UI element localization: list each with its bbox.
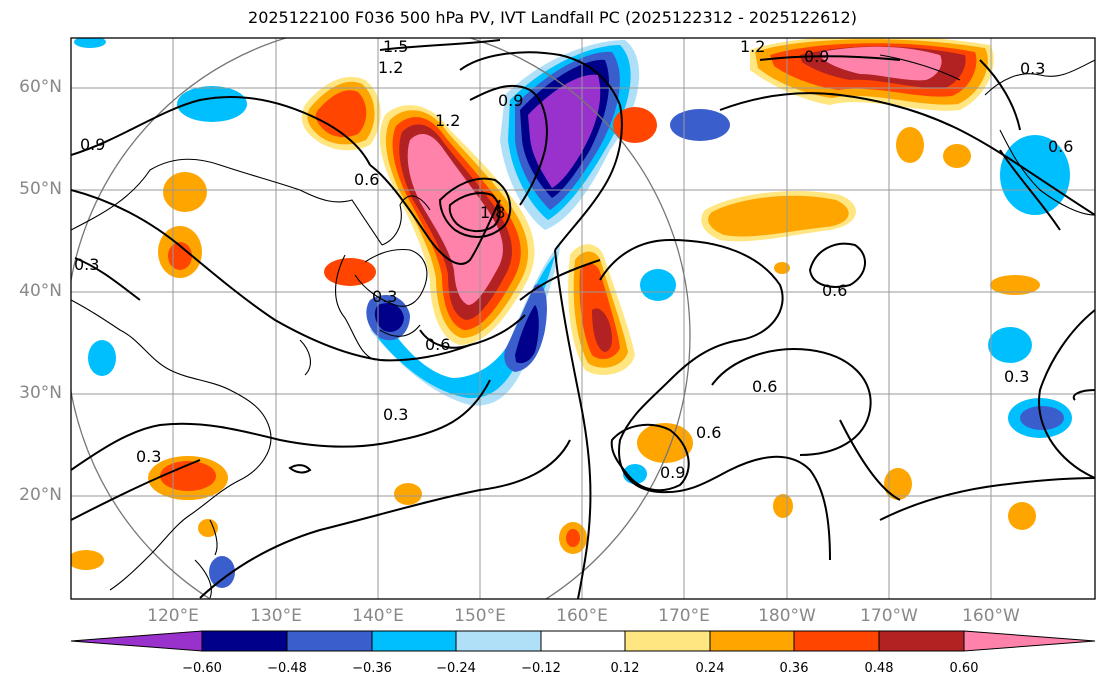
colorbar-segment [624, 630, 711, 652]
contour-label: 0.6 [822, 281, 847, 300]
contour-label: 1.2 [740, 37, 765, 56]
positive-blob-manchuria [163, 172, 207, 212]
contour-label: 0.9 [498, 91, 523, 110]
colorbar-segment [201, 630, 288, 652]
colorbar-label: 0.36 [779, 661, 809, 676]
positive-shading-central-pacific-orange [708, 195, 849, 237]
contour-label: 0.9 [804, 47, 829, 66]
colorbar-label: 0.48 [864, 661, 894, 676]
positive-blob-kuril [613, 107, 657, 143]
colorbar-max-extension [963, 630, 1096, 652]
positive-blob-dateline [773, 494, 793, 518]
contour-label: 1.2 [435, 111, 460, 130]
colorbar-label: −0.24 [436, 661, 476, 676]
colorbar-label: −0.36 [352, 661, 392, 676]
positive-shading-japan-pink [407, 134, 503, 305]
negative-blob-top-left [74, 38, 106, 48]
colorbar-label: 0.60 [949, 661, 979, 676]
lat-tick-label: 40°N [19, 281, 62, 301]
positive-shading-bering-pink [820, 46, 942, 81]
coastlines [71, 54, 1095, 599]
negative-blob-north-pacific [640, 269, 676, 301]
colorbar-label: 0.24 [695, 661, 725, 676]
positive-blob-mariana-red [566, 529, 580, 547]
positive-blob-korea [324, 258, 376, 286]
lat-tick-label: 20°N [19, 485, 62, 505]
contour-label: 0.3 [1004, 367, 1029, 386]
positive-shading-dateline-strip-firebrick [592, 308, 612, 352]
negative-blob-philippines [209, 556, 235, 588]
lon-tick-label: 150°E [454, 606, 506, 626]
positive-blob-hawaii-north [990, 275, 1040, 295]
colorbar-label: 0.12 [610, 661, 640, 676]
gridlines [71, 38, 1095, 599]
lon-tick-label: 120°E [147, 606, 199, 626]
positive-blob-gulf-2 [943, 144, 971, 168]
lon-tick-label: 170°E [658, 606, 710, 626]
colorbar-min-extension [70, 630, 203, 652]
contour-label: 0.3 [372, 287, 397, 306]
contour-label: 0.3 [136, 447, 161, 466]
positive-blob-gulf [896, 127, 924, 163]
negative-blob-aleutian-west [670, 109, 730, 141]
positive-blob-southeast [1008, 502, 1036, 530]
plot-frame [70, 37, 1096, 600]
colorbar-segment [371, 630, 457, 652]
contour-label: 0.9 [80, 135, 105, 154]
lon-tick-label: 180°W [758, 606, 816, 626]
negative-blob-china [88, 340, 116, 376]
negative-shading-japan-sea-navy [374, 303, 404, 332]
positive-blob-bonin [394, 483, 422, 505]
contour-label: 0.6 [752, 377, 777, 396]
lon-tick-label: 140°E [352, 606, 404, 626]
colorbar-segment [709, 630, 795, 652]
contours [71, 39, 1095, 599]
contour-labels: 1.5 1.2 1.2 0.9 1.2 0.9 0.9 0.6 1.8 0.3 … [74, 37, 1073, 482]
contour-label: 1.5 [383, 37, 408, 56]
colorbar-label: −0.12 [521, 661, 561, 676]
lon-tick-label: 160°E [556, 606, 608, 626]
lon-tick-label: 170°W [860, 606, 918, 626]
positive-blob-west [71, 550, 104, 570]
lon-tick-label: 130°E [250, 606, 302, 626]
contour-label: 1.8 [480, 203, 505, 222]
colorbar-label: −0.60 [182, 661, 222, 676]
contour-label: 0.9 [660, 463, 685, 482]
colorbar-label: −0.48 [267, 661, 307, 676]
contour-label: 0.6 [354, 170, 379, 189]
colorbar-segment [455, 630, 542, 652]
contour-label: 0.6 [1048, 137, 1073, 156]
landfall-circle [71, 38, 691, 599]
lat-tick-label: 30°N [19, 383, 62, 403]
positive-blob-taiwan [198, 519, 218, 537]
contour-label: 0.6 [696, 423, 721, 442]
colorbar [70, 630, 1096, 652]
contour-label: 0.3 [74, 255, 99, 274]
positive-blob-south-china-red [160, 461, 216, 491]
colorbar-segment [878, 630, 965, 652]
colorbar-segment [286, 630, 373, 652]
contour-label: 0.3 [1020, 59, 1045, 78]
contour-label: 0.3 [383, 405, 408, 424]
plot-area: 1.5 1.2 1.2 0.9 1.2 0.9 0.9 0.6 1.8 0.3 … [71, 37, 1095, 599]
negative-blob-mongolia [177, 86, 247, 122]
contour-label: 1.2 [378, 58, 403, 77]
positive-blob-hawaii [884, 468, 912, 500]
negative-blob-east-1 [988, 327, 1032, 363]
positive-blob-wake [637, 423, 693, 463]
lat-tick-label: 50°N [19, 179, 62, 199]
colorbar-segment [540, 630, 626, 652]
negative-shading-south-japan-navy [515, 305, 539, 364]
positive-blob-manchuria-2-red [168, 242, 192, 270]
lat-tick-label: 60°N [19, 77, 62, 97]
contour-label: 0.6 [425, 335, 450, 354]
shaded-field [71, 38, 1072, 588]
lon-tick-label: 160°W [962, 606, 1020, 626]
colorbar-segment [793, 630, 880, 652]
positive-blob-dateline-small [774, 262, 790, 274]
map-title: 2025122100 F036 500 hPa PV, IVT Landfall… [248, 8, 857, 27]
